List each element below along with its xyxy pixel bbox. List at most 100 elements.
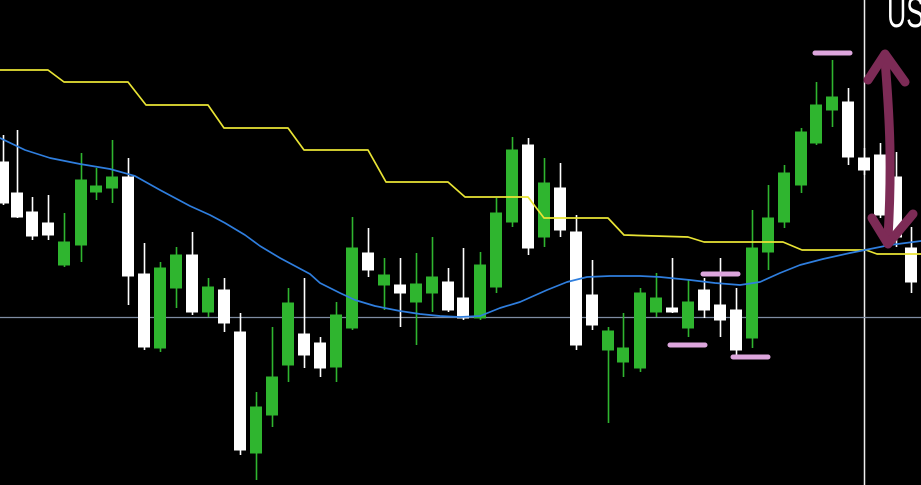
candle-down — [0, 135, 9, 205]
candle-body — [218, 289, 230, 324]
candle-down — [905, 227, 917, 293]
candle-body — [186, 254, 198, 313]
candle-body — [538, 182, 550, 238]
candle-body — [666, 307, 678, 313]
candle-body — [410, 283, 422, 303]
candle-up — [378, 258, 390, 310]
candle-up — [778, 165, 790, 228]
drawn-arrow-annotation[interactable] — [863, 49, 918, 249]
candle-up — [58, 213, 70, 267]
candle-up — [250, 392, 262, 480]
candle-body — [842, 101, 854, 158]
candle-body — [90, 185, 102, 193]
candle-down — [858, 148, 870, 175]
candle-body — [746, 247, 758, 339]
candle-down — [11, 130, 23, 218]
candle-down — [298, 278, 310, 368]
candle-up — [810, 82, 822, 145]
candle-body — [698, 289, 710, 311]
candle-body — [122, 176, 134, 277]
candle-up — [346, 217, 358, 330]
candle-up — [474, 252, 486, 320]
candle-body — [58, 241, 70, 266]
candle-body — [170, 254, 182, 289]
candle-up — [602, 327, 614, 423]
candle-up — [617, 313, 629, 377]
arrow-head-up — [863, 49, 910, 87]
candle-up — [75, 153, 87, 262]
candle-down — [666, 258, 678, 313]
candle-body — [762, 217, 774, 253]
candle-up — [90, 168, 102, 200]
candle-body — [810, 104, 822, 144]
candle-up — [682, 280, 694, 337]
candle-up — [746, 210, 758, 348]
candle-body — [506, 149, 518, 223]
candle-up — [826, 60, 838, 127]
candle-down — [314, 337, 326, 377]
candle-up — [538, 158, 550, 247]
candle-body — [795, 131, 807, 186]
candle-body — [346, 247, 358, 329]
candle-body — [457, 297, 469, 319]
candle-body — [202, 286, 214, 313]
candle-body — [426, 276, 438, 294]
candle-body — [26, 211, 38, 237]
arrow-head-down — [867, 209, 918, 249]
candle-body — [362, 252, 374, 271]
candle-down — [730, 288, 742, 357]
candle-body — [0, 161, 9, 204]
arrow-shaft — [880, 55, 895, 243]
candle-down — [186, 232, 198, 315]
candle-body — [474, 264, 486, 319]
candle-down — [714, 258, 726, 337]
candle-up — [154, 262, 166, 352]
candle-up — [202, 278, 214, 317]
candle-up — [506, 137, 518, 227]
candle-body — [730, 309, 742, 351]
yellow-step-indicator-line — [0, 69, 921, 255]
candle-up — [650, 273, 662, 317]
candle-body — [234, 331, 246, 451]
candle-up — [282, 288, 294, 382]
candle-body — [250, 406, 262, 454]
candle-body — [266, 376, 278, 416]
candle-body — [858, 157, 870, 171]
candle-up — [170, 247, 182, 308]
candle-body — [570, 231, 582, 346]
candle-down — [874, 143, 886, 218]
candle-up — [634, 288, 646, 372]
candle-up — [106, 140, 118, 203]
candle-up — [330, 302, 342, 382]
candle-body — [714, 304, 726, 321]
candle-down — [554, 163, 566, 237]
candle-body — [905, 247, 917, 283]
candle-body — [602, 330, 614, 351]
candle-body — [778, 172, 790, 223]
candle-down — [442, 268, 454, 312]
candle-down — [842, 88, 854, 165]
candle-down — [457, 248, 469, 320]
candle-up — [762, 185, 774, 270]
candle-body — [650, 297, 662, 313]
candle-body — [554, 187, 566, 231]
candle-body — [154, 267, 166, 349]
candle-down — [394, 258, 406, 327]
candle-body — [42, 222, 54, 236]
candle-body — [490, 212, 502, 288]
candle-body — [330, 314, 342, 368]
candle-body — [634, 292, 646, 369]
candle-body — [378, 274, 390, 286]
candle-down — [42, 195, 54, 240]
candle-body — [682, 301, 694, 329]
candle-body — [138, 273, 150, 348]
candle-body — [617, 347, 629, 363]
candle-up — [795, 128, 807, 193]
candle-body — [11, 192, 23, 218]
candle-down — [570, 215, 582, 350]
candle-down — [698, 278, 710, 318]
candle-down — [26, 197, 38, 240]
candle-down — [218, 278, 230, 332]
